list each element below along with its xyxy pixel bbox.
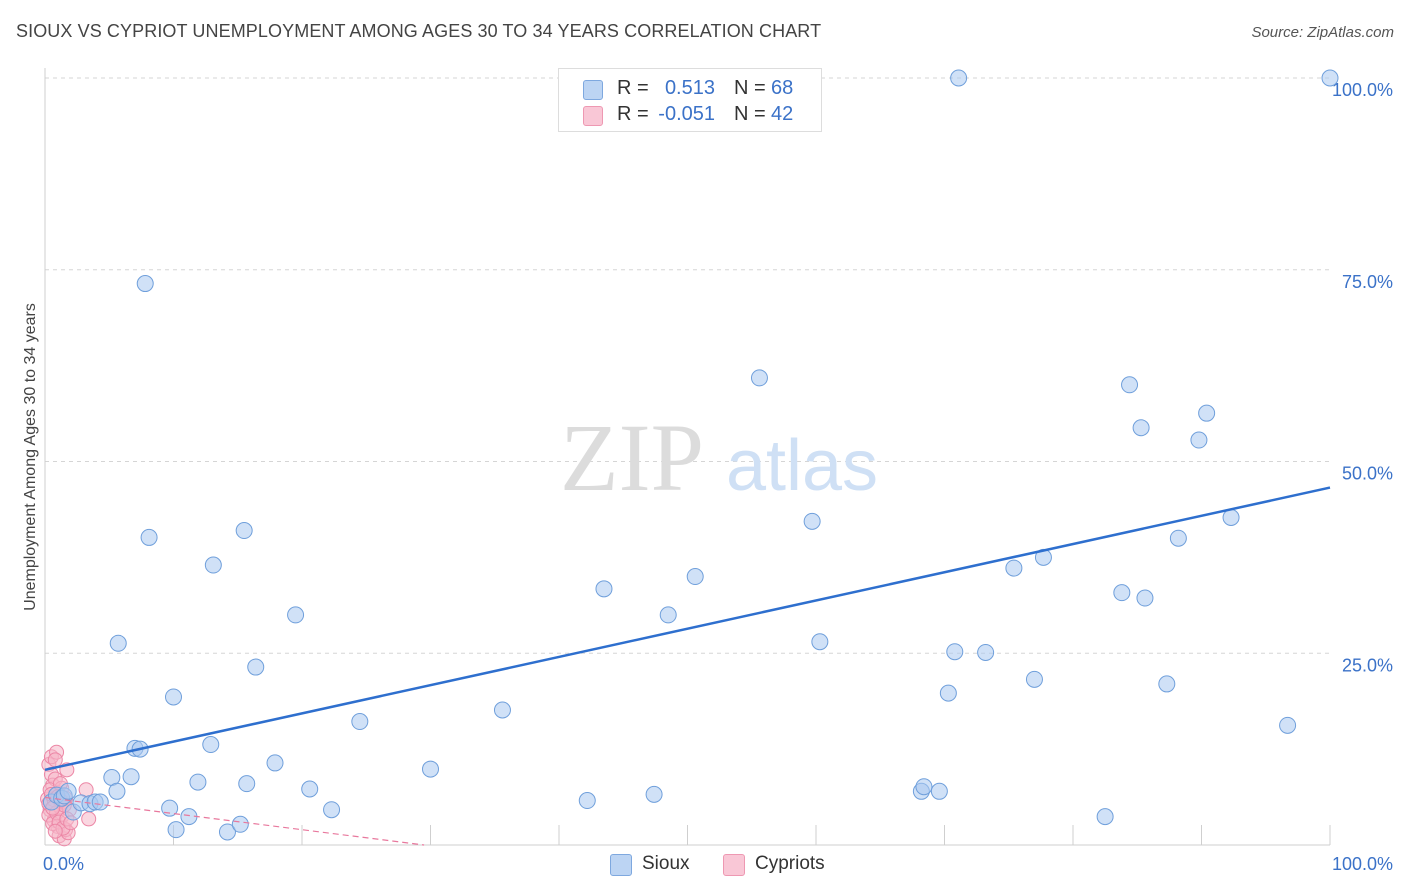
- legend: R = 0.513 N = 68 R = -0.051 N = 42: [558, 68, 822, 132]
- bottom-legend-label-sioux: Sioux: [642, 853, 690, 874]
- sioux-point-44: [811, 633, 829, 651]
- sioux-point-34: [351, 713, 369, 731]
- sioux-point-64: [1222, 508, 1240, 526]
- watermark-atlas: atlas: [726, 426, 878, 506]
- sioux-point-66: [1321, 69, 1339, 87]
- sioux-point-52: [1005, 559, 1023, 577]
- sioux-point-40: [659, 606, 677, 624]
- axes: [44, 68, 1331, 846]
- sioux-point-9: [91, 793, 109, 811]
- sioux-point-26: [231, 815, 249, 833]
- y-tick-label-2: 75.0%: [1342, 272, 1393, 292]
- sioux-point-17: [140, 528, 158, 546]
- sioux-point-38: [595, 580, 613, 598]
- legend-cypriots-n-value: 42: [771, 103, 794, 125]
- sioux-point-65: [1279, 716, 1297, 734]
- legend-row-sioux: R = 0.513 N = 68: [559, 77, 821, 101]
- sioux-point-13: [122, 768, 140, 786]
- watermark-zip: ZIP: [560, 404, 704, 511]
- cypriot-point-33: [47, 823, 63, 839]
- sioux-point-22: [189, 773, 207, 791]
- sioux-point-59: [1136, 589, 1154, 607]
- sioux-point-25: [218, 823, 236, 841]
- sioux-point-49: [950, 69, 968, 87]
- sioux-point-16: [136, 275, 154, 293]
- sioux-point-51: [977, 643, 995, 661]
- watermark: ZIP atlas: [560, 404, 878, 511]
- sioux-point-33: [323, 801, 341, 819]
- sioux-point-24: [204, 556, 222, 574]
- y-tick-label-3: 100.0%: [1332, 80, 1393, 100]
- legend-cypriots-r-value: -0.051: [658, 103, 715, 125]
- sioux-point-48: [939, 684, 957, 702]
- sioux-point-55: [1096, 808, 1114, 826]
- sioux-trendline: [44, 486, 1331, 772]
- legend-sioux-r-value: 0.513: [664, 77, 715, 99]
- sioux-point-39: [645, 785, 663, 803]
- sioux-point-12: [109, 634, 127, 652]
- legend-sioux-n-label: N =: [734, 77, 766, 99]
- sioux-point-31: [287, 606, 305, 624]
- legend-swatch-sioux: [583, 80, 603, 100]
- sioux-point-47: [930, 782, 948, 800]
- y-tick-label-1: 50.0%: [1342, 464, 1393, 484]
- sioux-points: [42, 69, 1339, 841]
- sioux-point-41: [686, 568, 704, 586]
- sioux-point-4: [59, 782, 77, 800]
- chart-title: SIOUX VS CYPRIOT UNEMPLOYMENT AMONG AGES…: [16, 21, 822, 41]
- sioux-point-56: [1113, 584, 1131, 602]
- y-axis-label: Unemployment Among Ages 30 to 34 years: [22, 303, 39, 611]
- gridlines: [45, 77, 1330, 654]
- bottom-legend-label-cypriots: Cypriots: [755, 853, 825, 874]
- sioux-point-37: [578, 792, 596, 810]
- sioux-point-62: [1190, 431, 1208, 449]
- cypriot-trendline: [44, 796, 425, 846]
- sioux-point-11: [108, 782, 126, 800]
- y-tick-labels: 25.0% 50.0% 75.0% 100.0%: [1332, 80, 1393, 675]
- sioux-point-23: [202, 736, 220, 754]
- sioux-point-46: [915, 778, 933, 796]
- sioux-point-60: [1158, 675, 1176, 693]
- sioux-point-27: [235, 522, 253, 540]
- bottom-legend-swatch-sioux: [610, 854, 632, 876]
- legend-sioux-n-value: 68: [771, 77, 794, 99]
- sioux-point-58: [1132, 419, 1150, 437]
- sioux-point-32: [301, 780, 319, 798]
- legend-cypriots-r-label: R =: [617, 103, 649, 125]
- sioux-point-61: [1169, 529, 1187, 547]
- sioux-point-53: [1025, 670, 1043, 688]
- legend-cypriots-n-label: N =: [734, 103, 766, 125]
- cypriot-point-41: [81, 811, 97, 827]
- source-label: Source: ZipAtlas.com: [1251, 24, 1394, 41]
- sioux-point-35: [422, 760, 439, 778]
- sioux-point-36: [493, 701, 511, 719]
- x-tick-label-0: 0.0%: [43, 854, 84, 874]
- legend-swatch-cypriots: [583, 106, 603, 126]
- sioux-point-42: [750, 369, 768, 387]
- sioux-point-19: [165, 688, 182, 706]
- y-tick-label-0: 25.0%: [1342, 655, 1393, 675]
- cypriot-point-8: [47, 752, 63, 768]
- legend-row-cypriots: R = -0.051 N = 42: [559, 103, 821, 127]
- sioux-point-57: [1121, 376, 1139, 394]
- x-tick-label-1: 100.0%: [1332, 854, 1393, 874]
- sioux-point-28: [238, 775, 256, 793]
- sioux-point-43: [803, 512, 821, 530]
- trendlines: [44, 486, 1331, 846]
- bottom-legend-swatch-cypriots: [723, 854, 745, 876]
- sioux-point-30: [266, 754, 284, 772]
- legend-sioux-r-label: R =: [617, 77, 649, 99]
- x-tick-labels: 0.0% 100.0%: [43, 854, 1393, 874]
- sioux-point-50: [946, 643, 964, 661]
- sioux-point-63: [1198, 404, 1216, 422]
- sioux-point-29: [247, 658, 265, 676]
- sioux-point-20: [167, 821, 185, 839]
